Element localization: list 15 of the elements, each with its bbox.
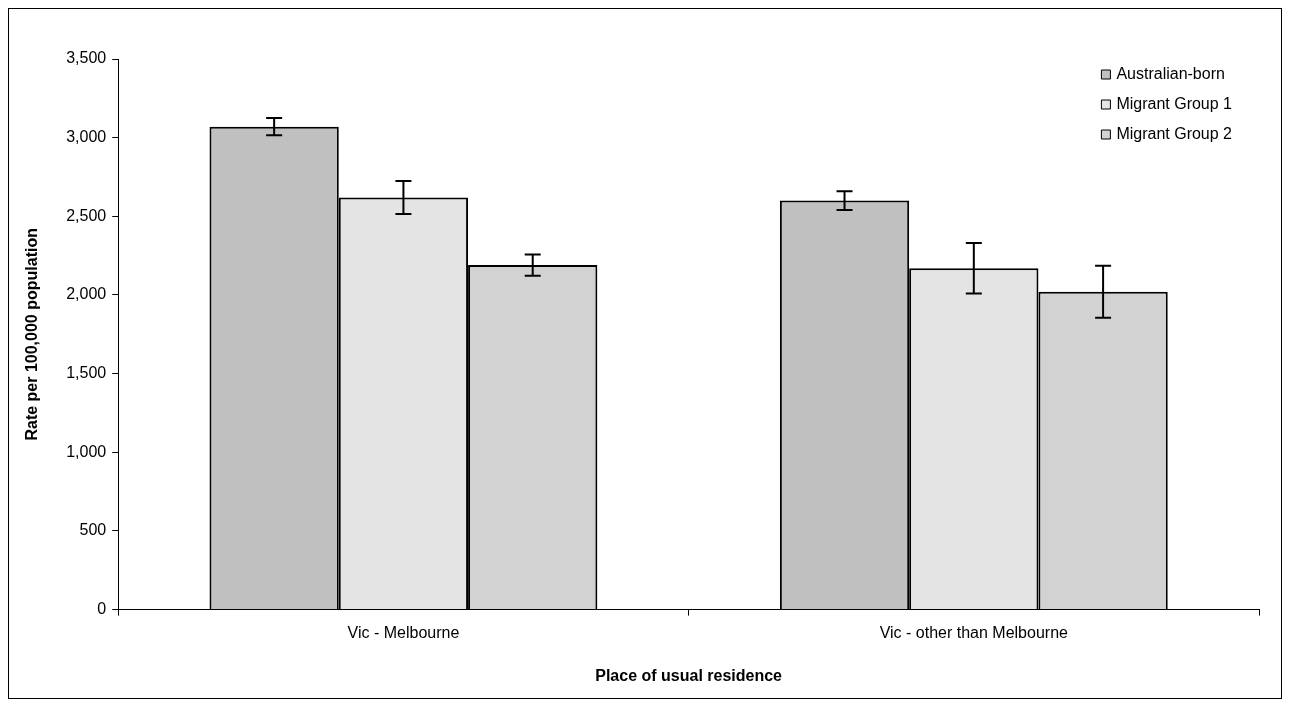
legend-label: Australian-born <box>1116 65 1225 83</box>
y-tick-label: 2,000 <box>66 285 107 303</box>
y-tick-label: 1,500 <box>66 364 107 382</box>
x-tick-label: Vic - other than Melbourne <box>879 623 1069 641</box>
y-tick-label: 3,000 <box>66 128 107 146</box>
y-axis-title: Rate per 100,000 population <box>23 228 41 441</box>
x-tick-label: Vic - Melbourne <box>347 623 460 641</box>
y-tick-label: 500 <box>79 521 107 539</box>
x-axis-title: Place of usual residence <box>595 666 783 684</box>
y-tick-label: 2,500 <box>66 206 107 224</box>
y-tick-label: 1,000 <box>66 442 107 460</box>
legend-label: Migrant Group 2 <box>1116 125 1233 143</box>
legend-label: Migrant Group 1 <box>1116 95 1233 113</box>
y-tick-label: 3,500 <box>66 49 107 67</box>
y-tick-label: 0 <box>97 600 107 618</box>
